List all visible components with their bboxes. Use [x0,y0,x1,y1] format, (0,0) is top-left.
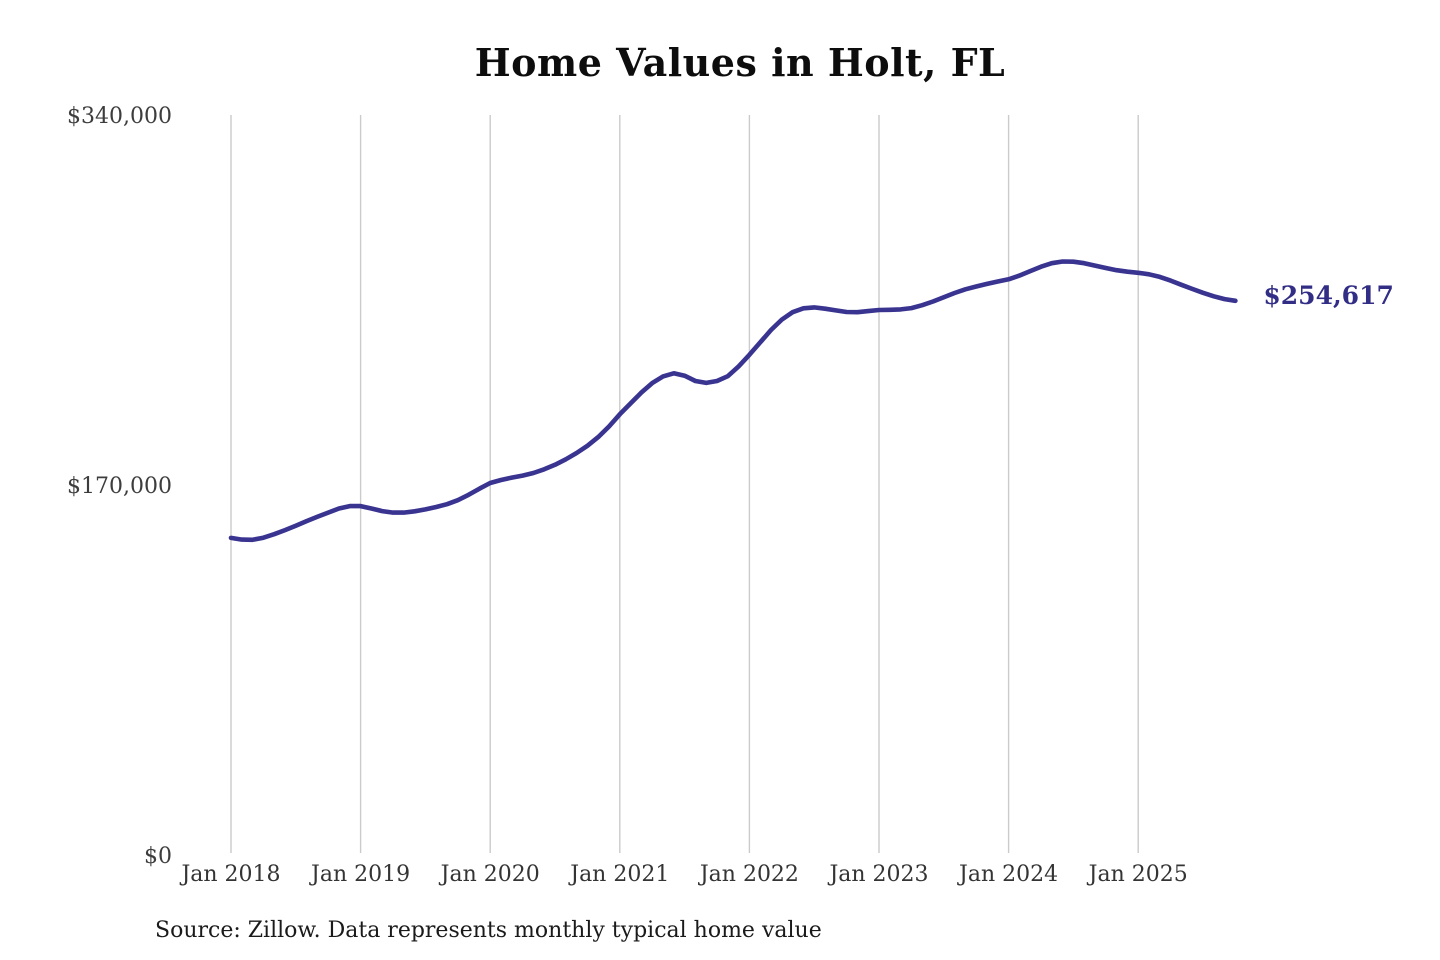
y-axis-tick-label: $170,000 [67,474,172,499]
x-axis-tick-label: Jan 2019 [311,862,411,887]
x-axis-tick-label: Jan 2021 [570,862,670,887]
x-axis-tick-label: Jan 2022 [699,862,799,887]
x-axis-tick-label: Jan 2018 [181,862,281,887]
chart-title: Home Values in Holt, FL [474,40,1006,85]
x-axis-tick-label: Jan 2023 [829,862,929,887]
y-axis-tick-label: $340,000 [67,104,172,129]
x-axis-tick-label: Jan 2024 [959,862,1059,887]
y-axis-tick-label: $0 [144,844,172,869]
latest-value-label: $254,617 [1263,280,1394,310]
home-value-line [228,259,1238,543]
x-axis-tick-label: Jan 2025 [1088,862,1188,887]
x-axis-tick-label: Jan 2020 [440,862,540,887]
gridlines [230,115,1139,853]
source-note: Source: Zillow. Data represents monthly … [155,918,822,943]
